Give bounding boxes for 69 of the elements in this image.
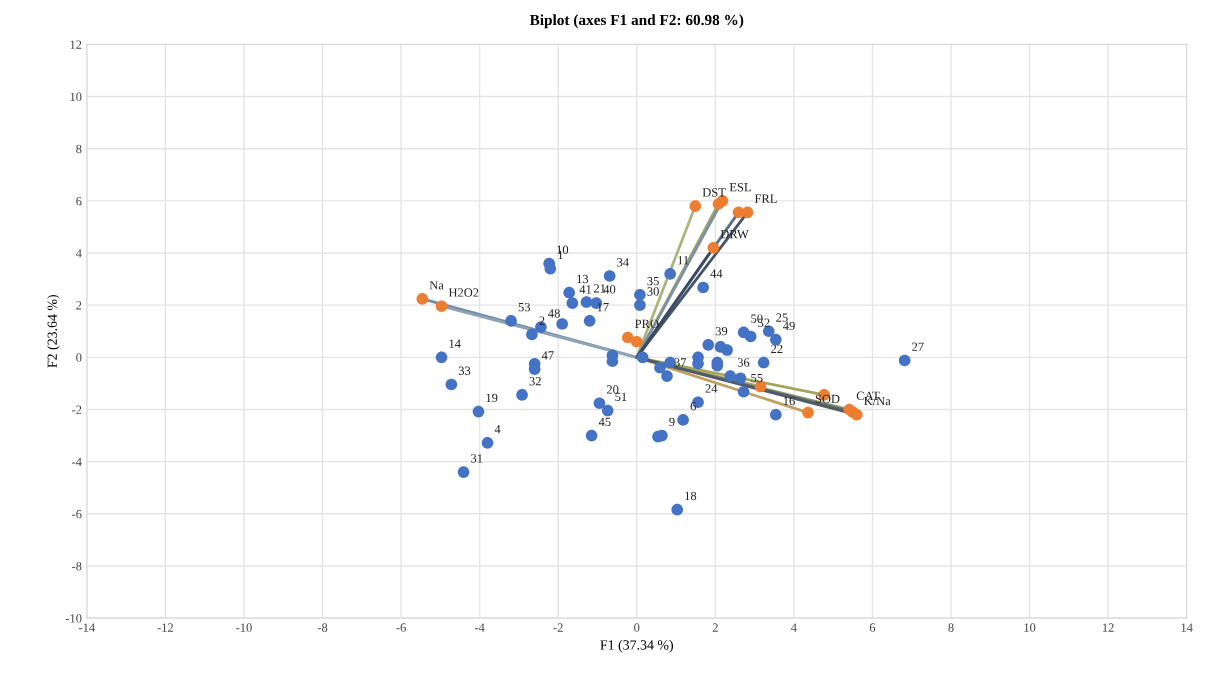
annotation: 35 xyxy=(647,276,659,286)
x-tick-label: 8 xyxy=(948,623,954,632)
y-tick-label: 4 xyxy=(75,249,82,258)
annotation: 19 xyxy=(486,393,498,403)
y-tick-label: 10 xyxy=(70,92,82,102)
annotation: 14 xyxy=(449,339,461,348)
annotation: 27 xyxy=(912,342,924,351)
x-tick-label: 0 xyxy=(634,623,640,632)
annotation: 21 xyxy=(593,284,606,293)
annotation: 18 xyxy=(685,491,697,501)
annotation: 22 xyxy=(771,344,783,353)
annotation: Na xyxy=(429,281,444,290)
y-tick-label: -10 xyxy=(65,614,82,623)
y-tick-label: -6 xyxy=(72,509,82,519)
annotation: 6 xyxy=(690,402,696,411)
x-tick-label: 2 xyxy=(712,623,718,632)
x-tick-label: 10 xyxy=(1024,623,1036,632)
y-tick-label: 8 xyxy=(76,144,82,154)
annotation: H2O2 xyxy=(448,288,479,297)
x-tick-label: -2 xyxy=(553,623,563,632)
annotation: 45 xyxy=(598,417,611,427)
y-axis-title: F2 (23.64 %) xyxy=(47,295,60,368)
annotation: 55 xyxy=(751,373,763,383)
annotation: ESL xyxy=(729,182,751,192)
annotation: 31 xyxy=(471,454,483,463)
annotation: 39 xyxy=(715,326,728,336)
annotation: 17 xyxy=(597,302,609,312)
annotation: 41 xyxy=(579,285,592,294)
annotation: 34 xyxy=(617,258,629,267)
annotation: 16 xyxy=(783,396,795,406)
y-tick-label: 2 xyxy=(76,301,82,310)
x-tick-label: -14 xyxy=(78,623,95,632)
annotation: 49 xyxy=(783,321,795,331)
y-tick-label: -8 xyxy=(72,561,82,571)
x-tick-label: -8 xyxy=(317,623,328,632)
y-tick-label: -4 xyxy=(72,457,82,466)
annotation: 13 xyxy=(577,274,589,284)
annotation: 30 xyxy=(647,287,659,296)
x-tick-label: -4 xyxy=(474,623,485,632)
annotation: 51 xyxy=(615,392,627,402)
annotation: 36 xyxy=(737,358,750,367)
x-axis-title: F1 (37.34 %) xyxy=(600,639,673,653)
annotation: 33 xyxy=(458,366,471,375)
annotation: 53 xyxy=(518,302,531,312)
x-tick-label: 14 xyxy=(1181,623,1193,632)
annotation: 47 xyxy=(541,351,554,360)
x-tick-label: -10 xyxy=(236,623,252,632)
annotation: 32 xyxy=(529,377,541,386)
annotation: 44 xyxy=(710,269,723,278)
x-tick-label: -12 xyxy=(157,623,174,632)
annotation: 25 xyxy=(776,313,788,322)
annotation: 48 xyxy=(548,309,560,318)
annotation: FRL xyxy=(754,194,777,203)
annotation: 20 xyxy=(606,385,619,394)
x-tick-label: 4 xyxy=(791,623,797,632)
annotation: DST xyxy=(702,188,726,197)
annotation: 40 xyxy=(603,285,616,294)
y-tick-label: 0 xyxy=(76,353,82,362)
y-tick-label: 12 xyxy=(70,40,82,49)
y-tick-label: 6 xyxy=(76,196,82,206)
annotation: 4 xyxy=(494,425,501,434)
chart-title: Biplot (axes F1 and F2: 60.98 %) xyxy=(529,14,744,29)
annotation: 9 xyxy=(669,417,675,427)
y-tick-label: -2 xyxy=(72,405,82,414)
x-tick-label: -6 xyxy=(396,623,406,632)
x-tick-label: 12 xyxy=(1102,623,1114,632)
annotation: 11 xyxy=(678,256,689,265)
x-tick-label: 6 xyxy=(869,623,876,632)
annotation: 24 xyxy=(705,384,718,393)
